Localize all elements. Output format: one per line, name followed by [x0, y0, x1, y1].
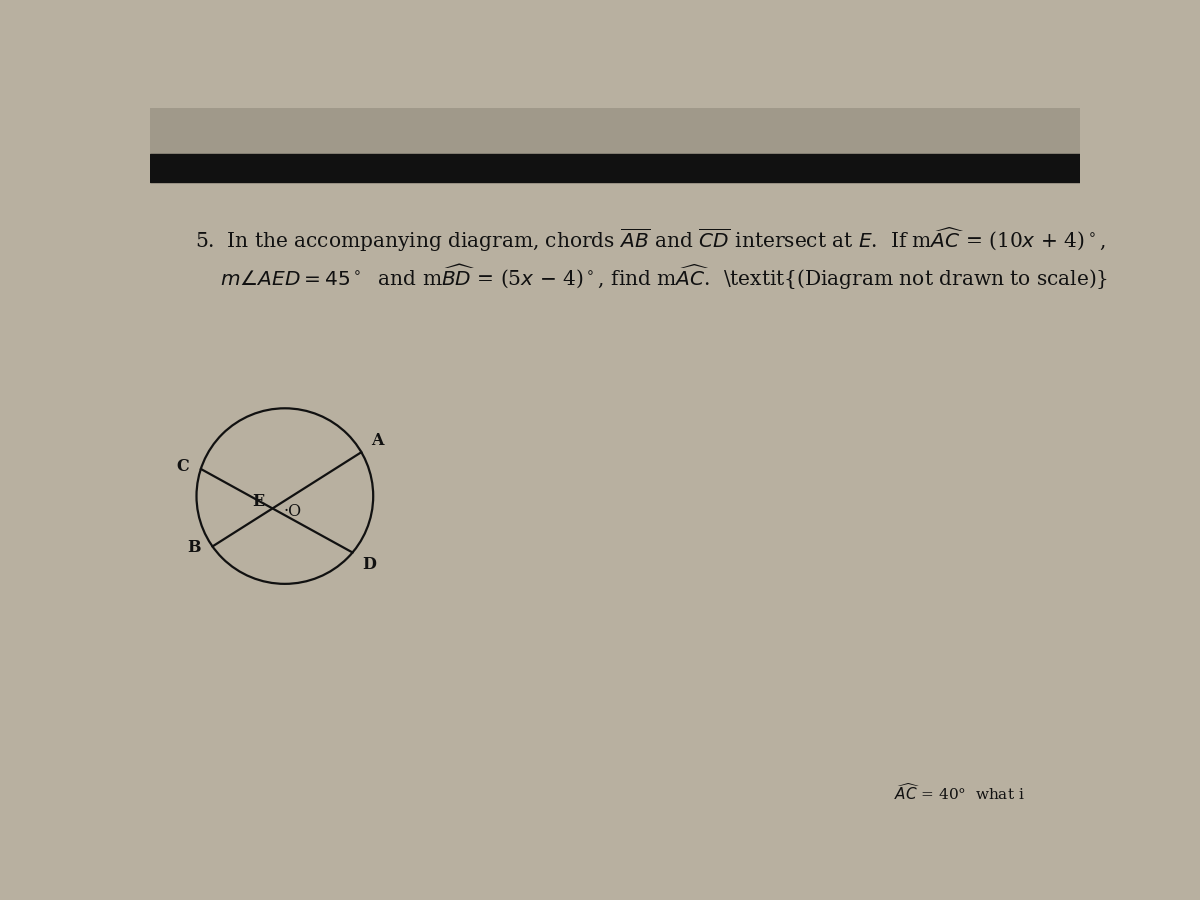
Text: $\widehat{AC}$ = 40°  what i: $\widehat{AC}$ = 40° what i [894, 782, 1025, 803]
Bar [150, 108, 1080, 155]
Text: A: A [371, 432, 383, 449]
Text: E: E [252, 493, 264, 510]
Text: C: C [176, 458, 188, 475]
Text: D: D [362, 556, 376, 573]
Bar [150, 155, 1080, 182]
Text: $m\angle AED = 45^\circ$  and m$\widehat{BD}$ = (5$x$ $-$ 4)$^\circ$, find m$\wi: $m\angle AED = 45^\circ$ and m$\widehat{… [220, 264, 1108, 292]
Text: ·O: ·O [283, 503, 301, 520]
Text: B: B [187, 539, 200, 556]
Text: 5.  In the accompanying diagram, chords $\overline{AB}$ and $\overline{CD}$ inte: 5. In the accompanying diagram, chords $… [194, 225, 1105, 254]
